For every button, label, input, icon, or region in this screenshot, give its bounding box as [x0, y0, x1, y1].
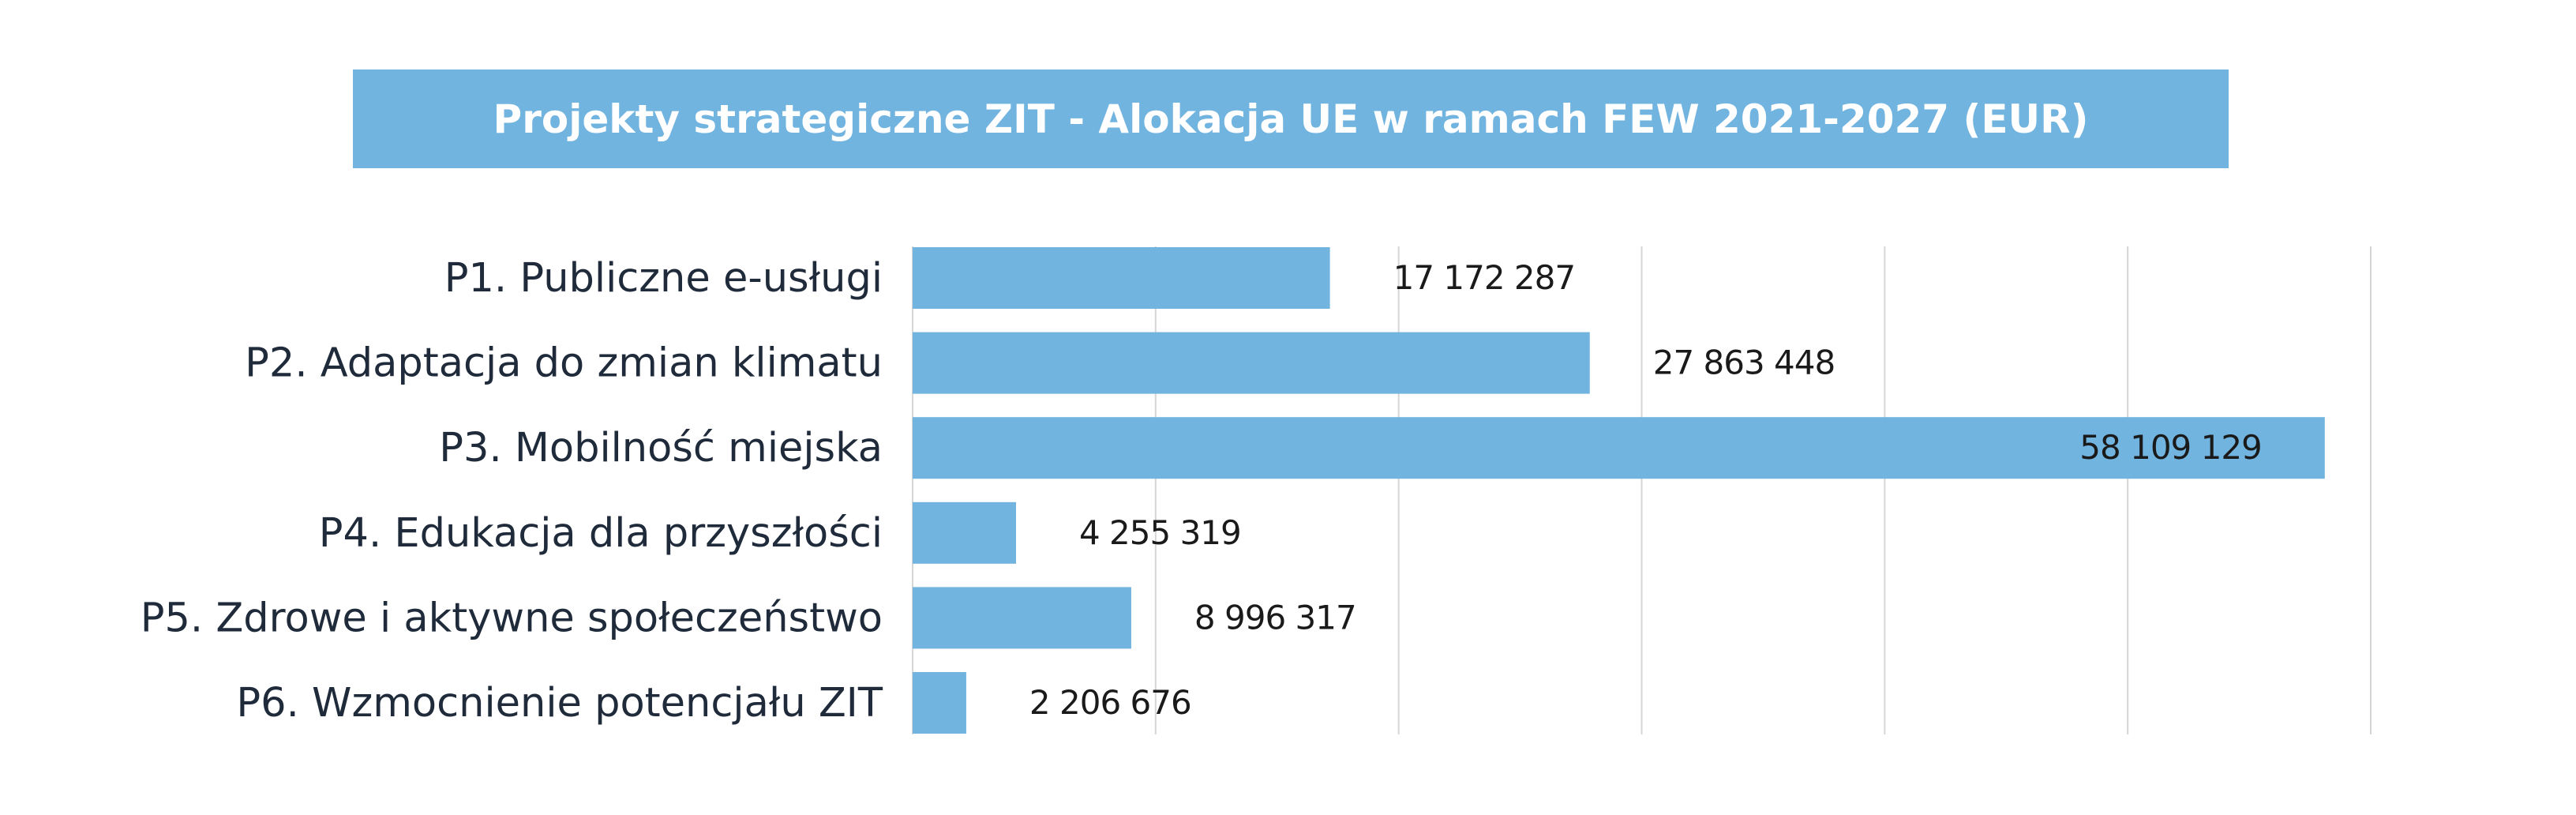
- chart-title: Projekty strategiczne ZIT - Alokacja UE …: [493, 96, 2089, 142]
- data-label: 4 255 319: [1079, 513, 1241, 552]
- data-label: 2 206 676: [1029, 683, 1191, 722]
- data-label: 8 996 317: [1194, 598, 1356, 637]
- category-label: P2. Adaptacja do zmian klimatu: [245, 340, 883, 387]
- labels: P1. Publiczne e-usługi 17 172 287 P2. Adap…: [141, 255, 2263, 727]
- data-label: 17 172 287: [1393, 258, 1575, 297]
- bar: [913, 501, 1016, 564]
- data-label: 58 109 129: [2079, 428, 2261, 467]
- category-label: P4. Edukacja dla przyszłości: [319, 510, 883, 557]
- bar: [913, 587, 1131, 649]
- category-label: P5. Zdrowe i aktywne społeczeństwo: [141, 595, 883, 641]
- bars: [913, 247, 2325, 734]
- category-label: P3. Mobilność miejska: [439, 425, 883, 471]
- chart-title-banner: Projekty strategiczne ZIT - Alokacja UE …: [353, 69, 2229, 168]
- category-label: P1. Publiczne e-usługi: [444, 255, 883, 302]
- bar: [913, 672, 966, 734]
- category-label: P6. Wzmocnienie potencjału ZIT: [236, 680, 883, 727]
- gridlines: [912, 246, 2372, 734]
- bar: [913, 332, 1590, 394]
- data-label: 27 863 448: [1653, 344, 1835, 382]
- bar: [913, 417, 2325, 479]
- bar: [913, 247, 1330, 309]
